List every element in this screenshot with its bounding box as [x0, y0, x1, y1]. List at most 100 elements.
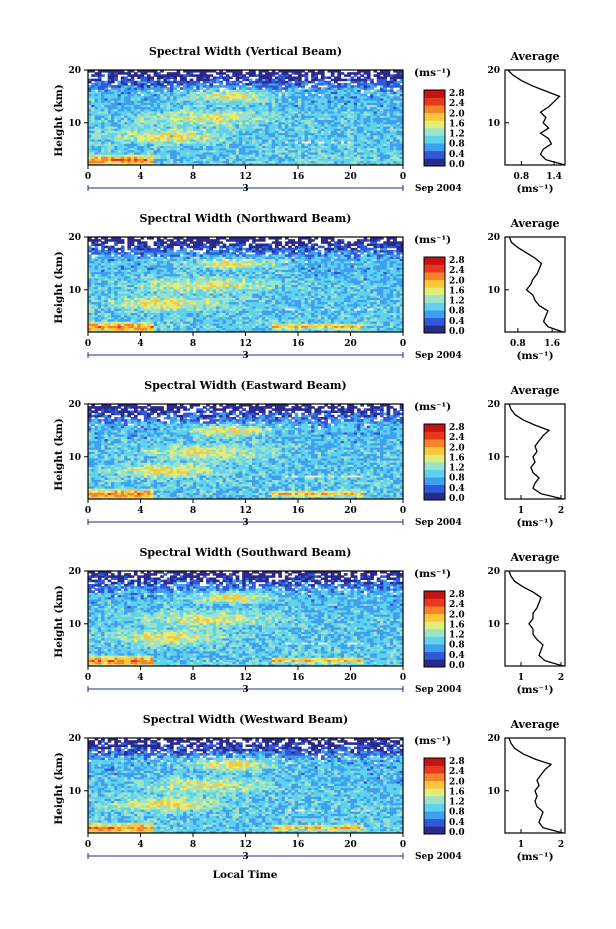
- heatmap-cell: [246, 83, 250, 86]
- heatmap-cell: [305, 143, 309, 146]
- heatmap-cell: [206, 74, 210, 77]
- heatmap-cell: [223, 76, 227, 79]
- heatmap-cell: [170, 81, 174, 84]
- heatmap-cell: [223, 89, 227, 92]
- heatmap-cell: [127, 79, 131, 82]
- heatmap-cells: [88, 70, 403, 165]
- heatmap-cell: [275, 72, 279, 75]
- heatmap-cell: [232, 81, 236, 84]
- heatmap-cell: [121, 76, 125, 79]
- heatmap-cell: [249, 79, 253, 82]
- heatmap-cell: [331, 143, 335, 146]
- heatmap-cell: [341, 79, 345, 82]
- heatmap-cell: [308, 310, 312, 313]
- heatmap-cell: [252, 81, 256, 84]
- heatmap-cell: [311, 94, 315, 97]
- heatmap-cell: [301, 143, 305, 146]
- heatmap-cell: [305, 72, 309, 75]
- heatmap-cell: [347, 79, 351, 82]
- colorbar-swatch: [424, 128, 445, 136]
- heatmap-cell: [387, 89, 391, 92]
- heatmap-cell: [186, 81, 190, 84]
- heatmap-cell: [285, 143, 289, 146]
- heatmap-cell: [318, 79, 322, 82]
- heatmap-cell: [154, 81, 158, 84]
- avg-y-tick-label: 20: [487, 66, 500, 76]
- heatmap-cell: [344, 74, 348, 77]
- heatmap-cell: [193, 81, 197, 84]
- heatmap-cell: [305, 96, 309, 99]
- heatmap-cell: [387, 81, 391, 84]
- heatmap-cell: [163, 85, 167, 88]
- heatmap-cell: [223, 72, 227, 75]
- heatmap-cell: [301, 74, 305, 77]
- heatmap-cell: [337, 83, 341, 86]
- heatmap-cell: [268, 72, 272, 75]
- colorbar-swatch: [424, 158, 445, 166]
- heatmap-cell: [177, 89, 181, 92]
- heatmap-cell: [291, 76, 295, 79]
- heatmap-cell: [324, 81, 328, 84]
- avg-frame: [505, 70, 565, 165]
- heatmap-cell: [219, 92, 223, 95]
- heatmap-cell: [275, 76, 279, 79]
- heatmap-cell: [288, 74, 292, 77]
- heatmap-cell: [160, 81, 164, 84]
- heatmap-cell: [193, 89, 197, 92]
- x-tick-label: 12: [239, 172, 252, 182]
- avg-x-tick-label: 1.4: [546, 172, 562, 182]
- heatmap-cell: [291, 310, 295, 313]
- heatmap-cell: [354, 72, 358, 75]
- x-tick-label: 20: [344, 172, 357, 182]
- heatmap-cell: [321, 87, 325, 90]
- heatmap-cell: [173, 85, 177, 88]
- heatmap-cell: [229, 76, 233, 79]
- x-tick-label: 0: [85, 172, 91, 182]
- heatmap-cell: [104, 81, 108, 84]
- x-tick-label: 8: [190, 172, 196, 182]
- heatmap-cell: [301, 81, 305, 84]
- heatmap-cell: [229, 81, 233, 84]
- heatmap-cell: [167, 87, 171, 90]
- heatmap-cell: [396, 81, 400, 84]
- heatmap-cell: [95, 92, 99, 95]
- colorbar-swatch: [424, 120, 445, 128]
- heatmap-cell: [200, 92, 204, 95]
- heatmap-cell: [101, 74, 105, 77]
- heatmap-cells: [88, 237, 403, 332]
- heatmap-cell: [298, 89, 302, 92]
- heatmap-cell: [351, 72, 355, 75]
- heatmap-cell: [334, 76, 338, 79]
- heatmap-cell: [91, 79, 95, 82]
- heatmap-cell: [246, 92, 250, 95]
- heatmap-cell: [367, 83, 371, 86]
- heatmap-cell: [308, 143, 312, 146]
- heatmap-cell: [328, 76, 332, 79]
- avg-title: Average: [509, 50, 559, 63]
- colorbar-swatch: [424, 113, 445, 121]
- colorbar-swatch: [424, 136, 445, 144]
- heatmap-cell: [377, 72, 381, 75]
- heatmap-cell: [314, 72, 318, 75]
- heatmap-cell: [360, 94, 364, 97]
- panel-title: Spectral Width (Vertical Beam): [149, 45, 342, 58]
- colorbar-swatch: [424, 151, 445, 159]
- colorbar-tick-label: 1.6: [449, 119, 465, 129]
- heatmap-cell: [150, 76, 154, 79]
- heatmap-cell: [305, 89, 309, 92]
- heatmap-cell: [295, 76, 299, 79]
- heatmap-cell: [95, 72, 99, 75]
- x-tick-label: 4: [137, 172, 143, 182]
- heatmap-cell: [288, 310, 292, 313]
- heatmap-cell: [91, 83, 95, 86]
- heatmap-cell: [137, 74, 141, 77]
- heatmap-cell: [134, 72, 138, 75]
- avg-x-label: (ms⁻¹): [516, 183, 553, 195]
- panel-2: Spectral Width (Northward Beam)2010Heigh…: [53, 212, 565, 362]
- heatmap-cell: [370, 79, 374, 82]
- colorbar-tick-label: 0.8: [449, 140, 465, 150]
- heatmap-cell: [347, 72, 351, 75]
- heatmap-cell: [347, 143, 351, 146]
- heatmap-cell: [213, 76, 217, 79]
